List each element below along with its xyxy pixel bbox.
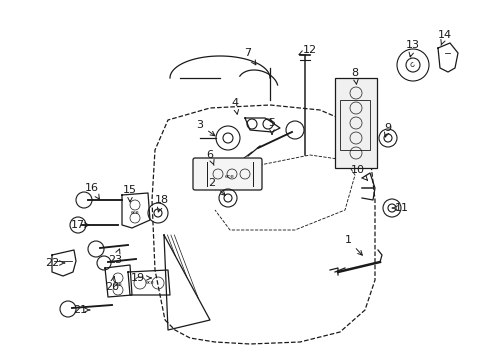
Text: 21: 21 bbox=[73, 305, 90, 315]
Text: ece: ece bbox=[224, 174, 234, 179]
Text: 7: 7 bbox=[244, 48, 255, 65]
Text: 8: 8 bbox=[351, 68, 358, 84]
Text: 1: 1 bbox=[344, 235, 362, 255]
Text: 12: 12 bbox=[298, 45, 316, 55]
Text: 20: 20 bbox=[105, 276, 119, 292]
Text: ece: ece bbox=[130, 210, 139, 215]
Text: 18: 18 bbox=[155, 195, 169, 212]
Bar bbox=[334, 78, 376, 168]
Text: 19: 19 bbox=[131, 273, 151, 283]
Text: 4: 4 bbox=[231, 98, 238, 114]
Text: 11: 11 bbox=[391, 203, 408, 213]
Text: 3: 3 bbox=[196, 120, 214, 136]
Text: 23: 23 bbox=[108, 249, 122, 265]
FancyBboxPatch shape bbox=[193, 158, 262, 190]
Text: 10: 10 bbox=[350, 165, 366, 180]
Text: ece: ece bbox=[113, 282, 122, 287]
Text: 22: 22 bbox=[45, 258, 64, 268]
Bar bbox=[339, 100, 369, 150]
Text: 6: 6 bbox=[206, 150, 214, 165]
Text: 14: 14 bbox=[437, 30, 451, 45]
Text: 9: 9 bbox=[384, 123, 391, 137]
Text: 13: 13 bbox=[405, 40, 419, 57]
Text: 15: 15 bbox=[123, 185, 137, 202]
Text: 17: 17 bbox=[71, 220, 89, 230]
Text: 5: 5 bbox=[268, 118, 275, 134]
Text: 16: 16 bbox=[85, 183, 99, 199]
Text: ece: ece bbox=[145, 280, 154, 285]
Text: 2: 2 bbox=[208, 178, 224, 195]
